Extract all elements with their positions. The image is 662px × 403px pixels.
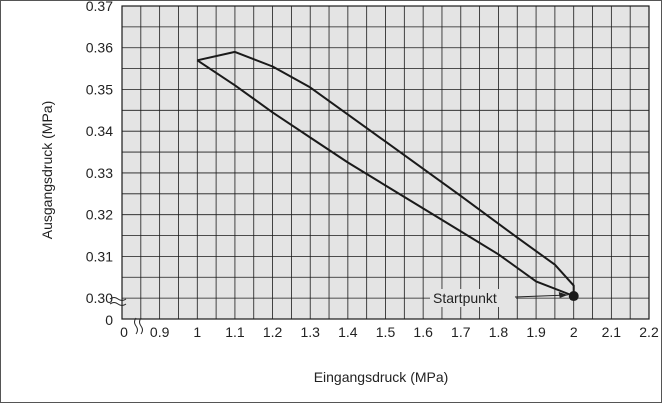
- x-tick-label: 1.7: [451, 324, 471, 340]
- x-tick-label: 1.5: [376, 324, 396, 340]
- curve-lower-branch: [196, 59, 575, 297]
- y-tick-label: 0.37: [86, 0, 113, 14]
- x-break-tick-label: 0: [120, 324, 128, 340]
- x-tick-label: 1.8: [489, 324, 509, 340]
- start-point-marker: [568, 291, 579, 302]
- y-tick-label: 0.34: [86, 123, 113, 139]
- y-axis-label: Ausgangsdruck (MPa): [39, 101, 55, 240]
- axis-breaks: [109, 297, 143, 335]
- start-arrow-head: [558, 292, 568, 299]
- y-tick-label: 0.36: [86, 40, 113, 56]
- start-label-background: [430, 289, 516, 307]
- start-point-label: Startpunkt: [433, 290, 497, 306]
- x-tick-label: 2: [570, 324, 578, 340]
- curve-upper-branch: [197, 50, 575, 296]
- x-tick-label: 1.1: [225, 324, 245, 340]
- y-tick-label: 0.31: [86, 248, 113, 264]
- x-tick-label: 1.3: [300, 324, 320, 340]
- start-annotation: Startpunkt: [430, 289, 568, 307]
- start-arrow-line: [514, 294, 568, 298]
- x-tick-label: 1.9: [526, 324, 546, 340]
- x-tick-label: 2.1: [602, 324, 622, 340]
- y-tick-label: 0.32: [86, 207, 113, 223]
- y-break-tick-label: 0: [105, 312, 113, 328]
- y-tick-labels: 0.30 0.31 0.32 0.33 0.34 0.35 0.36 0.37 0: [86, 0, 113, 328]
- x-tick-label: 2.2: [639, 324, 659, 340]
- x-tick-label: 1: [193, 324, 201, 340]
- curves: [196, 50, 579, 302]
- y-axis-break-mark: [109, 297, 127, 306]
- x-tick-label: 1.6: [413, 324, 433, 340]
- y-tick-label: 0.33: [86, 165, 113, 181]
- y-tick-label: 0.35: [86, 81, 113, 97]
- x-tick-label: 1.2: [263, 324, 283, 340]
- y-tick-label: 0.30: [86, 290, 113, 306]
- x-axis-break-mark: [134, 317, 143, 335]
- x-tick-label: 1.4: [338, 324, 358, 340]
- x-tick-label: 0.9: [150, 324, 170, 340]
- x-axis-label: Eingangsdruck (MPa): [314, 369, 449, 385]
- x-tick-labels: 0.9 1 1.1 1.2 1.3 1.4 1.5 1.6 1.7 1.8 1.9 2 2.1 2.2 0: [120, 324, 659, 340]
